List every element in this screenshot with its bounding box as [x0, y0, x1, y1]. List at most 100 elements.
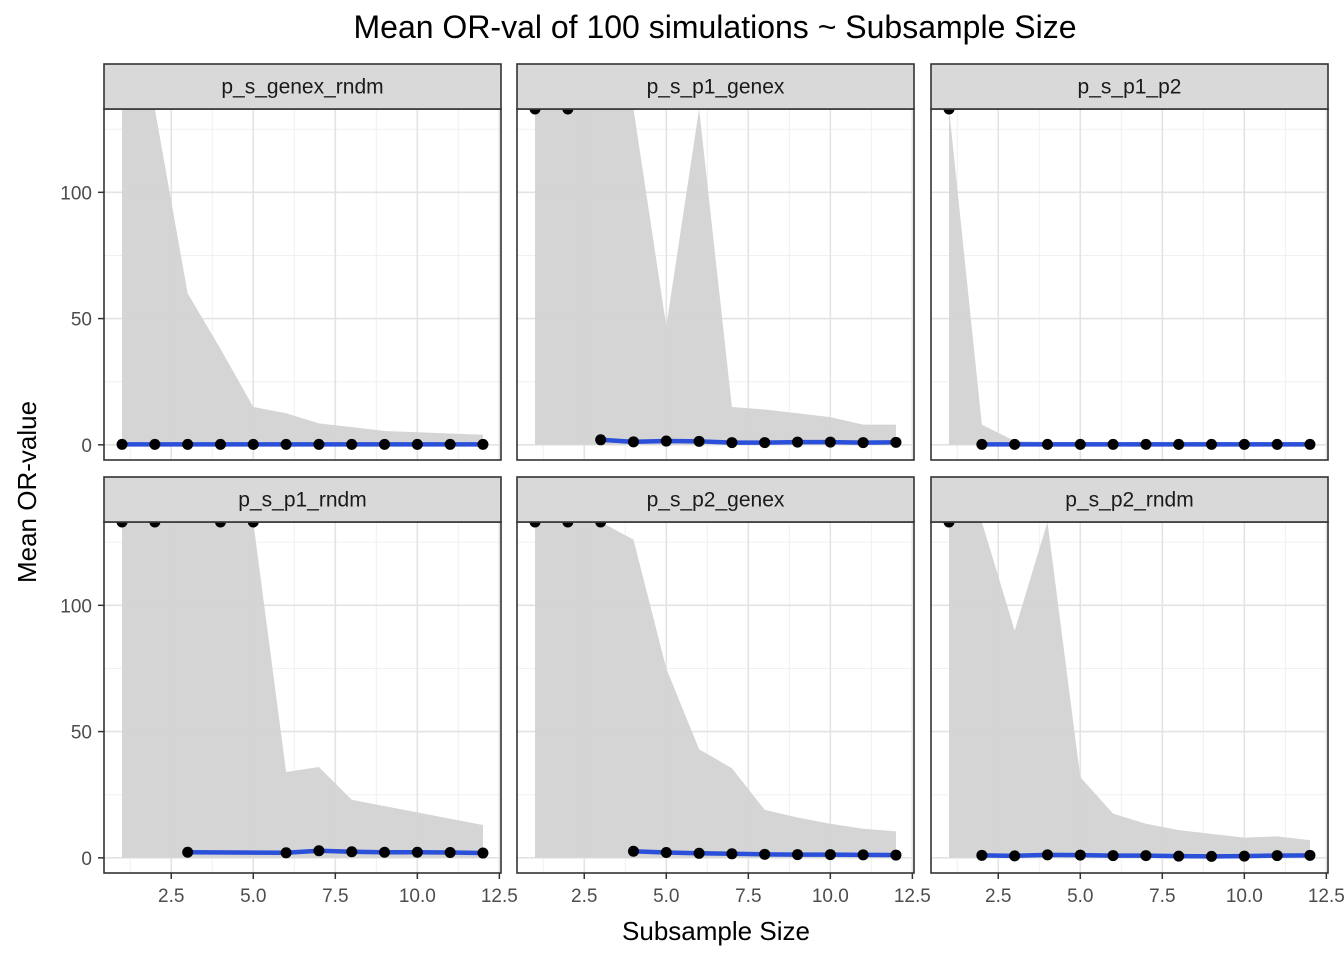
panel-p_s_p2_rndm: p_s_p2_rndm 2.5 5.0 7.5 10.0 12.5: [930, 476, 1344, 907]
panel-p_s_p1_genex: p_s_p1_genex: [516, 63, 915, 461]
x-tick-label: 10.0: [399, 886, 436, 907]
y-tick-label: 50: [71, 310, 92, 331]
y-tick-label: 0: [81, 849, 92, 870]
strip-label: p_s_p1_p2: [1078, 76, 1182, 99]
data-point: [824, 849, 836, 861]
x-tick-label: 5.0: [240, 886, 266, 907]
data-point: [1041, 849, 1053, 861]
data-point: [660, 847, 672, 859]
data-point: [313, 438, 325, 450]
data-point: [1041, 438, 1053, 450]
data-point: [313, 845, 325, 857]
data-point: [792, 436, 804, 448]
data-point: [1173, 438, 1185, 450]
x-tick-label: 12.5: [894, 886, 931, 907]
data-point: [1009, 850, 1021, 862]
data-point: [1238, 850, 1250, 862]
series-line: [185, 848, 486, 856]
data-point: [1271, 850, 1283, 862]
panel-p_s_p2_genex: p_s_p2_genex 2.5 5.0 7.5 10.0 12.5: [516, 476, 931, 907]
x-tick-label: 12.5: [481, 886, 518, 907]
facet-panels: p_s_genex_rndm 0 50 100 p_s_p1_genex p_s_p1_p…: [60, 63, 1344, 907]
data-point: [792, 849, 804, 861]
data-point: [857, 437, 869, 449]
x-tick-label: 2.5: [985, 886, 1011, 907]
confidence-band: [535, 109, 896, 445]
data-point: [346, 438, 358, 450]
panel-background: [931, 109, 1328, 460]
x-axis-title: Subsample Size: [622, 916, 810, 946]
x-tick-label: 12.5: [1308, 886, 1344, 907]
data-point: [214, 438, 226, 450]
x-tick-label: 5.0: [653, 886, 679, 907]
data-point: [1009, 438, 1021, 450]
data-point: [627, 845, 639, 857]
data-point: [726, 848, 738, 860]
data-point: [890, 436, 902, 448]
data-point: [247, 438, 259, 450]
x-tick-label: 7.5: [322, 886, 348, 907]
data-point: [1271, 438, 1283, 450]
data-point: [149, 438, 161, 450]
data-point: [182, 846, 194, 858]
data-point: [379, 846, 391, 858]
data-point: [627, 436, 639, 448]
data-point: [759, 848, 771, 860]
data-point: [1107, 850, 1119, 862]
data-point: [857, 849, 869, 861]
data-point: [1304, 849, 1316, 861]
x-tick-label: 7.5: [735, 886, 761, 907]
data-point: [411, 846, 423, 858]
x-tick-label: 2.5: [158, 886, 184, 907]
data-point: [1140, 850, 1152, 862]
y-axis-title: Mean OR-value: [12, 401, 42, 583]
data-point: [759, 437, 771, 449]
data-point: [1074, 849, 1086, 861]
data-point: [1107, 438, 1119, 450]
data-point: [1173, 850, 1185, 862]
panel-p_s_genex_rndm: p_s_genex_rndm 0 50 100: [60, 63, 502, 461]
data-point: [693, 435, 705, 447]
data-point: [444, 847, 456, 859]
data-point: [1206, 850, 1218, 862]
data-point: [1304, 438, 1316, 450]
x-tick-label: 7.5: [1149, 886, 1175, 907]
panel-p_s_p1_rndm: p_s_p1_rndm 0 50 100 2.5 5.0 7.5 10.0 12.5: [60, 476, 518, 907]
strip-background: [103, 476, 502, 523]
x-tick-label: 10.0: [1226, 886, 1263, 907]
data-point: [976, 849, 988, 861]
data-point: [660, 435, 672, 447]
series-line: [598, 437, 899, 445]
strip-background: [930, 476, 1329, 523]
data-point: [346, 846, 358, 858]
data-point: [1074, 438, 1086, 450]
x-tick-label: 10.0: [812, 886, 849, 907]
strip-background: [103, 63, 502, 110]
x-tick-label: 5.0: [1067, 886, 1093, 907]
data-point: [726, 437, 738, 449]
data-point: [182, 438, 194, 450]
data-point: [280, 438, 292, 450]
panel-p_s_p1_p2: p_s_p1_p2: [930, 63, 1329, 461]
y-tick-label: 50: [71, 723, 92, 744]
strip-label: p_s_p1_rndm: [238, 489, 366, 512]
x-tick-label: 2.5: [571, 886, 597, 907]
y-tick-label: 100: [60, 183, 92, 204]
data-point: [280, 847, 292, 859]
data-point: [411, 438, 423, 450]
confidence-band: [122, 109, 483, 445]
data-point: [595, 434, 607, 446]
y-tick-label: 100: [60, 596, 92, 617]
chart-title: Mean OR-val of 100 simulations ~ Subsamp…: [353, 9, 1076, 45]
strip-label: p_s_genex_rndm: [221, 76, 383, 99]
data-point: [477, 847, 489, 859]
confidence-band: [535, 522, 896, 858]
strip-label: p_s_p2_rndm: [1065, 489, 1193, 512]
strip-label: p_s_p1_genex: [647, 76, 785, 99]
data-point: [890, 849, 902, 861]
data-point: [693, 847, 705, 859]
y-tick-label: 0: [81, 436, 92, 457]
confidence-band: [949, 522, 1310, 858]
data-point: [824, 436, 836, 448]
